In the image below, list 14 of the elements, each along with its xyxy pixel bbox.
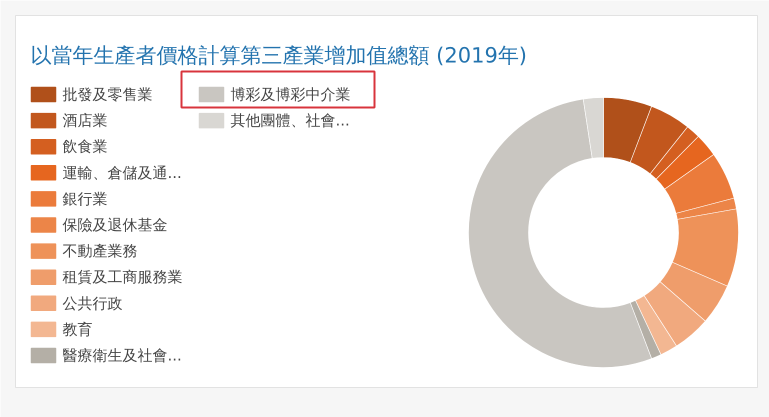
legend-label: 銀行業: [62, 190, 108, 208]
legend-label: 博彩及博彩中介業: [230, 86, 350, 104]
legend-label: 租賃及工商服務業: [62, 268, 182, 286]
legend-label: 不動產業務: [62, 242, 138, 260]
chart-title: 以當年生產者價格計算第三產業增加值總額 (2019年): [30, 44, 528, 68]
legend-label: 飲食業: [62, 138, 108, 156]
legend-label: 醫療衛生及社會...: [62, 346, 182, 364]
legend-label: 運輸、倉儲及通...: [62, 164, 182, 182]
legend-label: 保險及退休基金: [62, 216, 168, 234]
legend-label: 其他團體、社會...: [230, 112, 350, 130]
legend-label: 公共行政: [62, 294, 122, 312]
legend-label: 批發及零售業: [62, 86, 152, 104]
legend-label: 酒店業: [62, 112, 108, 130]
legend-label: 教育: [62, 320, 92, 338]
